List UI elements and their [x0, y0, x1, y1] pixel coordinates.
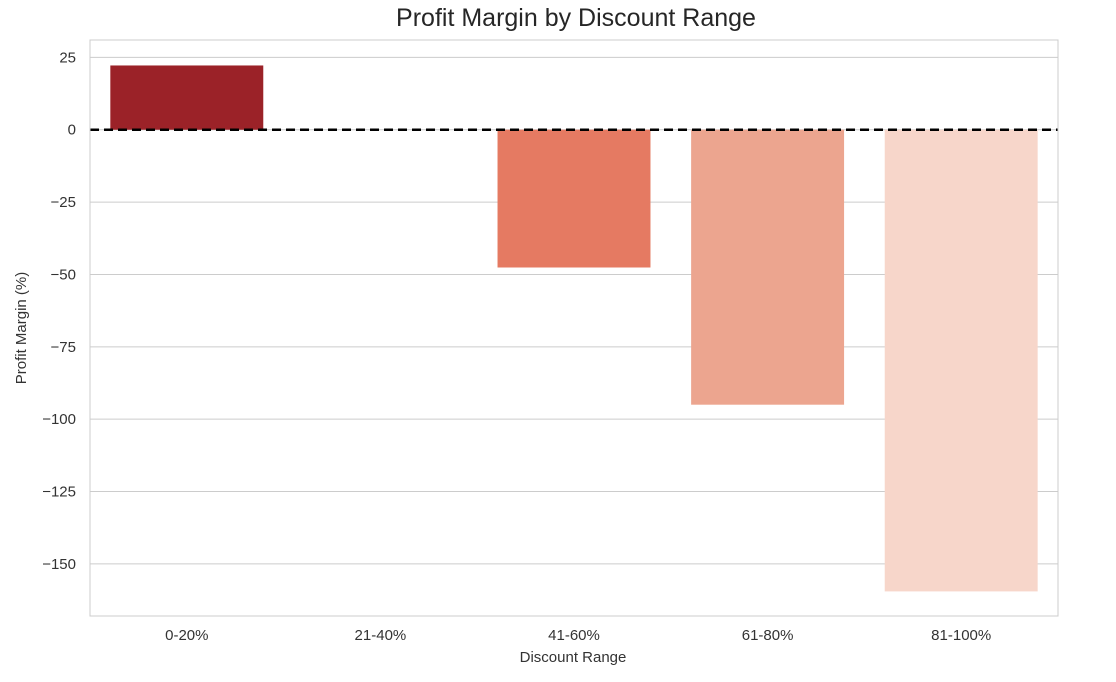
y-tick-label: 0	[68, 122, 76, 139]
bar-81-100	[884, 129, 1038, 592]
bar-61-80	[691, 129, 845, 405]
x-tick-label: 21-40%	[355, 627, 407, 644]
bars	[110, 65, 1038, 592]
y-tick-label: 25	[59, 49, 76, 66]
plot-frame	[89, 39, 1059, 617]
y-axis-label: Profit Margin (%)	[13, 272, 30, 385]
y-tick-label: −50	[51, 266, 76, 283]
chart-title: Profit Margin by Discount Range	[396, 4, 756, 32]
y-tick-label: −75	[51, 339, 76, 356]
y-tick-labels: 25 0 −25 −50 −75 −100 −125 −150	[42, 49, 76, 573]
x-tick-label: 81-100%	[931, 627, 991, 644]
x-tick-label: 61-80%	[742, 627, 794, 644]
y-tick-label: −100	[42, 411, 76, 428]
x-axis-label: Discount Range	[520, 649, 627, 666]
x-tick-label: 0-20%	[165, 627, 208, 644]
y-tick-label: −125	[42, 484, 76, 501]
x-tick-labels: 0-20% 21-40% 41-60% 61-80% 81-100%	[165, 627, 991, 644]
y-tick-label: −25	[51, 194, 76, 211]
bar-0-20	[110, 65, 264, 130]
bar-41-60	[497, 129, 651, 268]
y-tick-label: −150	[42, 556, 76, 573]
x-tick-label: 41-60%	[548, 627, 600, 644]
